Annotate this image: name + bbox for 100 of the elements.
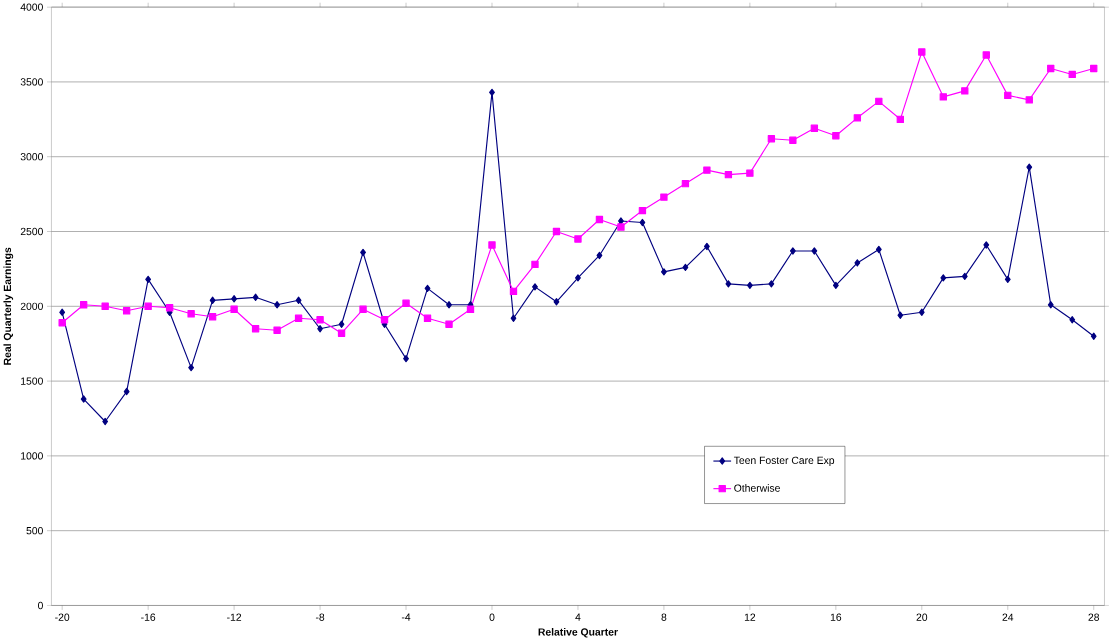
point	[768, 280, 775, 288]
point	[231, 295, 238, 303]
point	[746, 169, 754, 177]
point	[767, 135, 776, 143]
point	[510, 314, 517, 322]
point	[660, 193, 668, 201]
x-tick-label: -12	[227, 613, 242, 621]
y-tick-label: 1500	[21, 377, 43, 385]
point	[832, 132, 840, 140]
point	[187, 310, 195, 318]
x-axis-title: Relative Quarter	[538, 628, 618, 638]
point	[575, 274, 581, 282]
point	[789, 247, 796, 255]
x-tick-label: -4	[401, 613, 411, 621]
point	[380, 316, 389, 324]
point	[59, 308, 66, 316]
point	[724, 170, 733, 179]
x-tick-label: 24	[1002, 613, 1014, 621]
point	[1090, 332, 1097, 340]
point	[446, 301, 452, 309]
y-tick-label: 4000	[20, 3, 43, 11]
point	[145, 275, 152, 284]
point	[682, 263, 689, 272]
point	[810, 124, 819, 132]
point	[574, 235, 582, 243]
y-tick-label: 2500	[20, 227, 43, 236]
point	[424, 284, 431, 293]
point	[896, 115, 904, 123]
y-tick-label: 1000	[21, 452, 43, 460]
point	[897, 311, 904, 319]
x-tick-label: 20	[916, 613, 928, 621]
point	[252, 293, 259, 301]
point	[488, 241, 496, 249]
x-tick-label: 12	[744, 613, 756, 621]
point	[595, 215, 604, 224]
y-axis-title: Real Quarterly Earnings	[3, 247, 14, 365]
point	[102, 417, 109, 426]
point	[725, 280, 732, 288]
point	[423, 314, 432, 322]
point	[1047, 64, 1055, 73]
point	[274, 301, 280, 309]
x-tick-label: -16	[141, 613, 156, 621]
point	[230, 305, 238, 313]
x-tick-label: 4	[575, 613, 581, 621]
point	[1025, 96, 1033, 104]
point	[337, 329, 346, 337]
point	[79, 301, 88, 309]
point	[402, 299, 410, 307]
point	[983, 241, 990, 249]
point	[273, 326, 281, 334]
x-tick-label: -8	[315, 613, 325, 621]
point	[703, 166, 711, 174]
point	[789, 136, 797, 144]
point	[1069, 316, 1076, 324]
legend-label: Otherwise	[734, 484, 780, 492]
point	[961, 272, 968, 281]
point	[294, 314, 303, 322]
point	[832, 281, 839, 290]
point	[596, 251, 603, 260]
point	[939, 93, 947, 101]
y-tick-label: 0	[37, 601, 43, 610]
point	[552, 227, 561, 236]
point	[445, 320, 453, 328]
point	[144, 302, 152, 310]
point	[553, 298, 560, 306]
point	[681, 179, 690, 188]
point	[1004, 91, 1012, 100]
y-tick-label: 500	[26, 527, 43, 535]
point	[746, 281, 753, 290]
point	[317, 325, 323, 333]
point	[101, 302, 109, 310]
x-tick-label: 28	[1088, 613, 1100, 621]
point	[531, 260, 539, 269]
x-tick-label: -20	[55, 613, 70, 621]
point	[338, 320, 345, 328]
point	[875, 97, 883, 106]
point	[295, 296, 302, 304]
point	[1004, 275, 1011, 284]
y-tick-label: 3500	[20, 78, 43, 86]
point	[661, 268, 667, 276]
point	[961, 87, 969, 95]
point	[618, 217, 624, 225]
point	[122, 307, 131, 315]
x-tick-label: 16	[830, 613, 842, 621]
point	[509, 287, 518, 295]
point	[316, 316, 324, 324]
point	[188, 363, 195, 372]
point	[1090, 64, 1098, 73]
point	[123, 387, 130, 396]
point	[875, 245, 882, 254]
point	[208, 313, 217, 321]
point	[854, 259, 861, 267]
point	[1068, 70, 1076, 79]
x-tick-label: 8	[661, 613, 667, 621]
point	[80, 395, 87, 403]
point	[940, 274, 947, 282]
point	[617, 223, 625, 231]
point	[532, 283, 538, 291]
point	[918, 48, 926, 56]
point	[853, 114, 862, 122]
